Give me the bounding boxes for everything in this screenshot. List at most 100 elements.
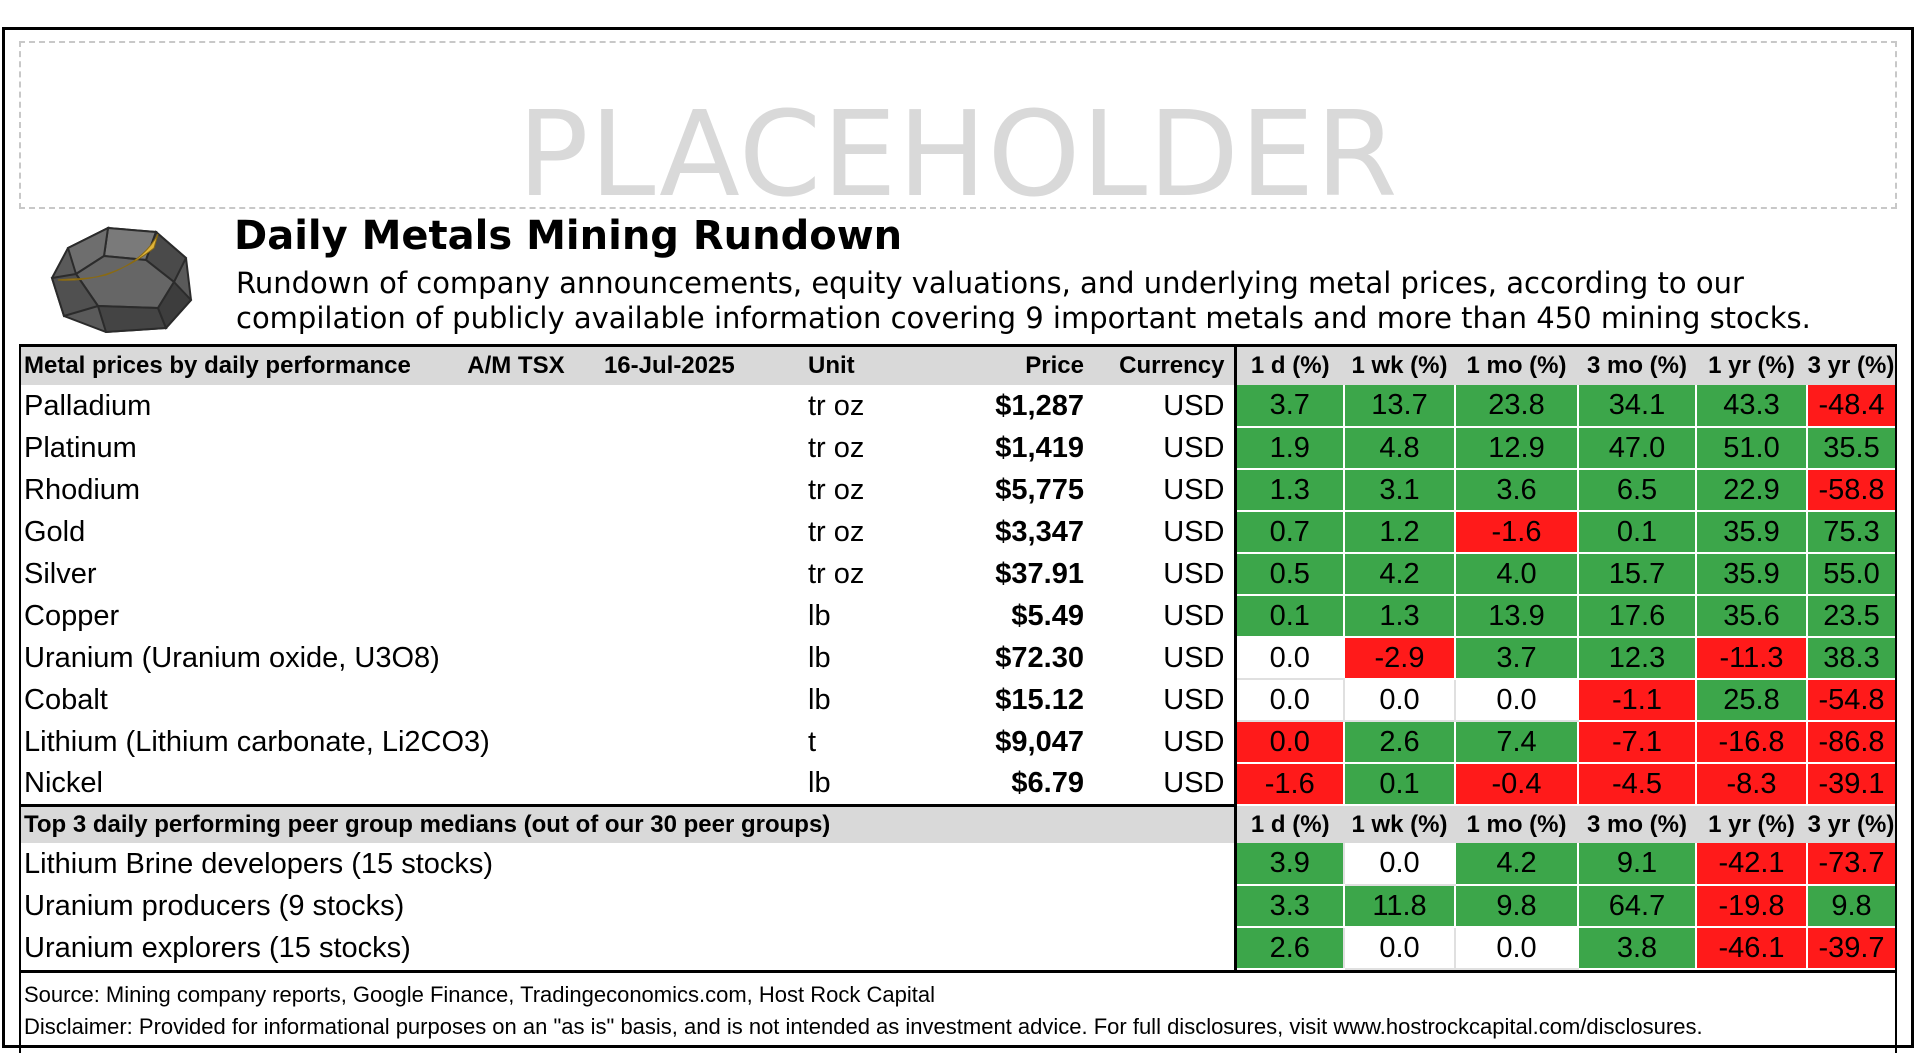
metal-perf-3yr: -58.8 <box>1806 469 1895 512</box>
metal-perf-1yr: 22.9 <box>1695 469 1807 512</box>
peer-group-name: Lithium Brine developers (15 stocks) <box>24 847 494 880</box>
metal-currency: USD <box>1163 389 1225 422</box>
metal-perf-3yr: 75.3 <box>1806 511 1895 554</box>
metal-perf-1yr: 43.3 <box>1695 385 1807 428</box>
metal-perf-3mo: 12.3 <box>1577 637 1696 680</box>
peer-col-header-3mo: 3 mo (%) <box>1578 805 1696 843</box>
metal-perf-3yr: -86.8 <box>1806 721 1895 764</box>
col-header-3yr: 3 yr (%) <box>1807 347 1895 385</box>
metal-name: Platinum <box>24 431 137 464</box>
source-note: Source: Mining company reports, Google F… <box>24 982 935 1007</box>
metal-currency: USD <box>1163 515 1225 548</box>
metal-row: Gold tr oz $3,347 USD 0.7 1.2 -1.6 0.1 35.9 75.3 <box>21 511 1895 554</box>
metal-perf-1mo: 23.8 <box>1454 385 1578 428</box>
metal-perf-1d: 0.0 <box>1233 679 1344 722</box>
metal-unit: lb <box>808 641 831 674</box>
metal-currency: USD <box>1163 641 1225 674</box>
metal-perf-1d: 3.7 <box>1233 385 1344 428</box>
metal-perf-1d: 0.5 <box>1233 553 1344 596</box>
peer-perf-3mo: 9.1 <box>1577 843 1696 886</box>
metal-unit: t <box>808 725 817 758</box>
peer-perf-3yr: -39.7 <box>1806 927 1895 970</box>
metal-perf-1wk: 1.3 <box>1343 595 1455 638</box>
peer-perf-1wk: 0.0 <box>1343 927 1455 970</box>
metal-perf-1mo: -1.6 <box>1454 511 1578 554</box>
metals-table-title-cell: Metal prices by daily performance A/M TS… <box>21 347 805 385</box>
metals-report: Metal prices by daily performance A/M TS… <box>19 344 1897 1053</box>
metal-perf-3mo: -7.1 <box>1577 721 1696 764</box>
peer-row: Uranium explorers (15 stocks) 2.6 0.0 0.0 3.… <box>21 927 1895 970</box>
metal-name: Silver <box>24 557 97 590</box>
metal-perf-1mo: 12.9 <box>1454 427 1578 470</box>
metal-perf-1wk: 4.8 <box>1343 427 1455 470</box>
metal-unit: tr oz <box>808 431 865 464</box>
metal-row: Nickel lb $6.79 USD -1.6 0.1 -0.4 -4.5 -8.3 -39.1 <box>21 763 1895 806</box>
metal-unit: tr oz <box>808 389 865 422</box>
peer-perf-1yr: -46.1 <box>1695 927 1807 970</box>
metal-unit: lb <box>808 766 831 799</box>
peer-col-header-1d: 1 d (%) <box>1233 805 1344 843</box>
col-header-1mo: 1 mo (%) <box>1455 347 1578 385</box>
peer-perf-3mo: 3.8 <box>1577 927 1696 970</box>
metal-price: $37.91 <box>995 557 1084 590</box>
metal-price: $72.30 <box>995 641 1084 674</box>
col-header-1d: 1 d (%) <box>1233 347 1344 385</box>
metal-perf-1wk: 4.2 <box>1343 553 1455 596</box>
metal-price: $5,775 <box>995 473 1084 506</box>
metal-name: Gold <box>24 515 86 548</box>
metal-row: Uranium (Uranium oxide, U3O8) lb $72.30 USD… <box>21 637 1895 680</box>
peer-row: Uranium producers (9 stocks) 3.3 11.8 9.8 64… <box>21 885 1895 928</box>
metal-currency: USD <box>1163 683 1225 716</box>
metals-session: A/M TSX <box>467 352 565 379</box>
metal-perf-3yr: 23.5 <box>1806 595 1895 638</box>
metal-perf-1yr: 35.9 <box>1695 553 1807 596</box>
metal-perf-3yr: -48.4 <box>1806 385 1895 428</box>
peer-perf-1wk: 11.8 <box>1343 885 1455 928</box>
metal-name: Uranium (Uranium oxide, U3O8) <box>24 641 440 674</box>
metal-perf-1d: 1.9 <box>1233 427 1344 470</box>
metal-perf-3yr: -54.8 <box>1806 679 1895 722</box>
metal-perf-3yr: 38.3 <box>1806 637 1895 680</box>
metals-table: Metal prices by daily performance A/M TS… <box>21 347 1895 970</box>
metal-price: $1,419 <box>995 431 1084 464</box>
metal-row: Palladium tr oz $1,287 USD 3.7 13.7 23.8 34.1 43… <box>21 385 1895 428</box>
metal-unit: tr oz <box>808 515 865 548</box>
metal-unit: lb <box>808 599 831 632</box>
metal-perf-1yr: 25.8 <box>1695 679 1807 722</box>
metal-perf-1wk: 13.7 <box>1343 385 1455 428</box>
page-subtitle: Rundown of company announcements, equity… <box>236 266 1811 335</box>
metal-perf-1mo: -0.4 <box>1454 763 1578 806</box>
metal-perf-1yr: 51.0 <box>1695 427 1807 470</box>
metal-perf-3yr: 35.5 <box>1806 427 1895 470</box>
metal-perf-3yr: 55.0 <box>1806 553 1895 596</box>
metals-date: 16-Jul-2025 <box>603 352 735 379</box>
metal-currency: USD <box>1163 725 1225 758</box>
metal-price: $5.49 <box>1011 599 1084 632</box>
metal-perf-1d: 0.0 <box>1233 637 1344 680</box>
peer-header-row: Top 3 daily performing peer group median… <box>21 803 1895 843</box>
metal-perf-1yr: -11.3 <box>1695 637 1807 680</box>
col-header-currency: Currency <box>1091 347 1235 385</box>
metals-table-title: Metal prices by daily performance <box>24 352 411 379</box>
metal-row: Silver tr oz $37.91 USD 0.5 4.2 4.0 15.7 35.9 55.… <box>21 553 1895 596</box>
metal-perf-1wk: 0.1 <box>1343 763 1455 806</box>
peer-perf-1mo: 0.0 <box>1454 927 1578 970</box>
metals-header-row: Metal prices by daily performance A/M TS… <box>21 347 1895 385</box>
peer-perf-1d: 3.9 <box>1233 843 1344 886</box>
metal-row: Copper lb $5.49 USD 0.1 1.3 13.9 17.6 35.6 23.5 <box>21 595 1895 638</box>
peer-perf-1yr: -19.8 <box>1695 885 1807 928</box>
metal-perf-3mo: 47.0 <box>1577 427 1696 470</box>
metal-name: Cobalt <box>24 683 108 716</box>
peer-perf-3yr: -73.7 <box>1806 843 1895 886</box>
metal-perf-3mo: -1.1 <box>1577 679 1696 722</box>
metal-name: Copper <box>24 599 120 632</box>
metal-name: Palladium <box>24 389 152 422</box>
metal-unit: lb <box>808 683 831 716</box>
metal-perf-1d: 0.1 <box>1233 595 1344 638</box>
peer-perf-3yr: 9.8 <box>1806 885 1895 928</box>
col-header-1yr: 1 yr (%) <box>1696 347 1807 385</box>
col-header-1wk: 1 wk (%) <box>1344 347 1455 385</box>
metal-perf-3mo: 6.5 <box>1577 469 1696 512</box>
metal-price: $6.79 <box>1011 766 1084 799</box>
footer: Source: Mining company reports, Google F… <box>21 970 1895 1053</box>
